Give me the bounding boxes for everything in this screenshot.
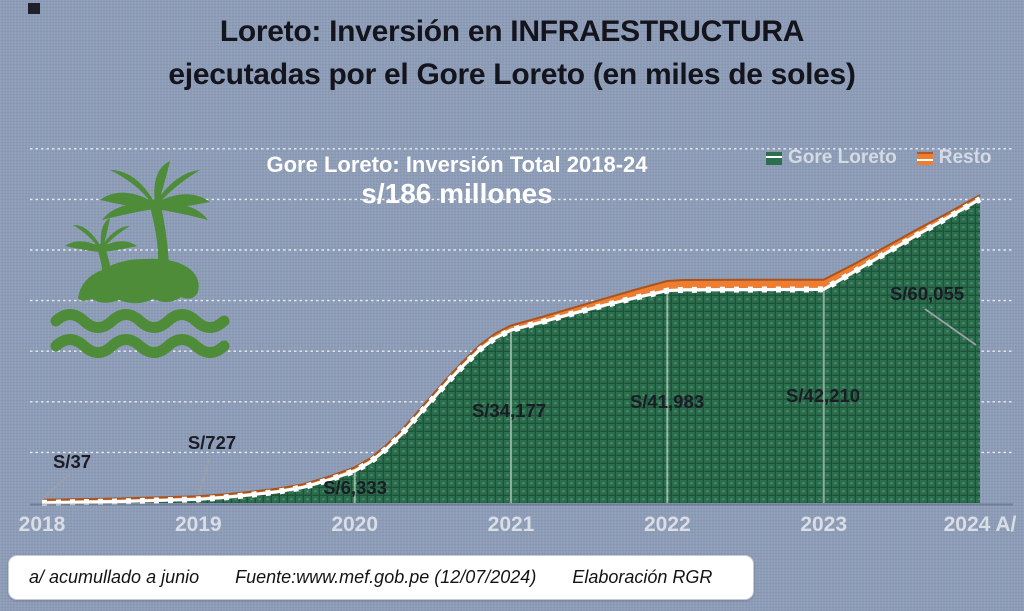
gore-loreto-swatch-icon — [766, 151, 782, 165]
legend-item-gore-loreto: Gore Loreto — [766, 147, 897, 169]
data-label-2018: S/37 — [53, 451, 91, 472]
palm-island-icon — [50, 161, 230, 358]
footer-note: a/ acumullado a junio — [29, 567, 200, 587]
label-leader-lines — [41, 308, 977, 500]
x-tick-2022: 2022 — [644, 513, 691, 536]
footer-source: Fuente:www.mef.gob.pe (12/07/2024) — [235, 567, 537, 587]
x-tick-2024 A/: 2024 A/ — [944, 513, 1017, 536]
chart-subtitle-total: s/186 millones — [361, 178, 553, 209]
title-line-1: Loreto: Inversión en INFRAESTRUCTURA — [219, 15, 805, 48]
x-tick-2019: 2019 — [175, 513, 222, 536]
data-labels: S/37 S/727 S/6,333 S/34,177 S/41,983 S/42,210… — [53, 283, 964, 498]
title-line-2: ejecutadas por el Gore Loreto (en miles … — [168, 58, 856, 91]
data-label-2020: S/6,333 — [323, 477, 387, 498]
chart-legend: Gore Loreto Resto — [766, 147, 992, 169]
legend-item-resto: Resto — [916, 147, 992, 169]
page-title: Loreto: Inversión en INFRAESTRUCTURA eje… — [0, 10, 1024, 96]
data-label-2019: S/727 — [188, 432, 236, 453]
data-label-2021: S/34,177 — [472, 400, 546, 421]
legend-label-resto: Resto — [938, 147, 992, 168]
x-tick-2023: 2023 — [800, 513, 847, 536]
footer-credit: Elaboración RGR — [572, 567, 713, 587]
chart-subtitle: Gore Loreto: Inversión Total 2018-24 s/1… — [142, 152, 772, 210]
data-label-2023: S/42,210 — [786, 385, 860, 406]
leader-line-2019 — [198, 458, 210, 496]
x-axis-labels: 2018 2019 2020 2021 2022 2023 2024 A/ — [19, 513, 1017, 536]
chart-subtitle-line-1: Gore Loreto: Inversión Total 2018-24 — [266, 152, 648, 177]
leader-line-2024 A/ — [924, 308, 977, 346]
legend-label-gore-loreto: Gore Loreto — [788, 147, 897, 168]
corner-mark — [28, 3, 40, 14]
leader-line-2018 — [41, 473, 71, 500]
x-tick-2021: 2021 — [488, 513, 535, 536]
data-label-2022: S/41,983 — [630, 391, 704, 412]
resto-swatch-icon — [916, 151, 933, 165]
data-label-2024 A/: S/60,055 — [890, 283, 964, 304]
series-boundary-dashes — [41, 196, 982, 506]
x-tick-2018: 2018 — [19, 513, 66, 536]
x-tick-2020: 2020 — [331, 513, 378, 536]
source-footer: a/ acumullado a junio Fuente:www.mef.gob… — [8, 555, 754, 600]
